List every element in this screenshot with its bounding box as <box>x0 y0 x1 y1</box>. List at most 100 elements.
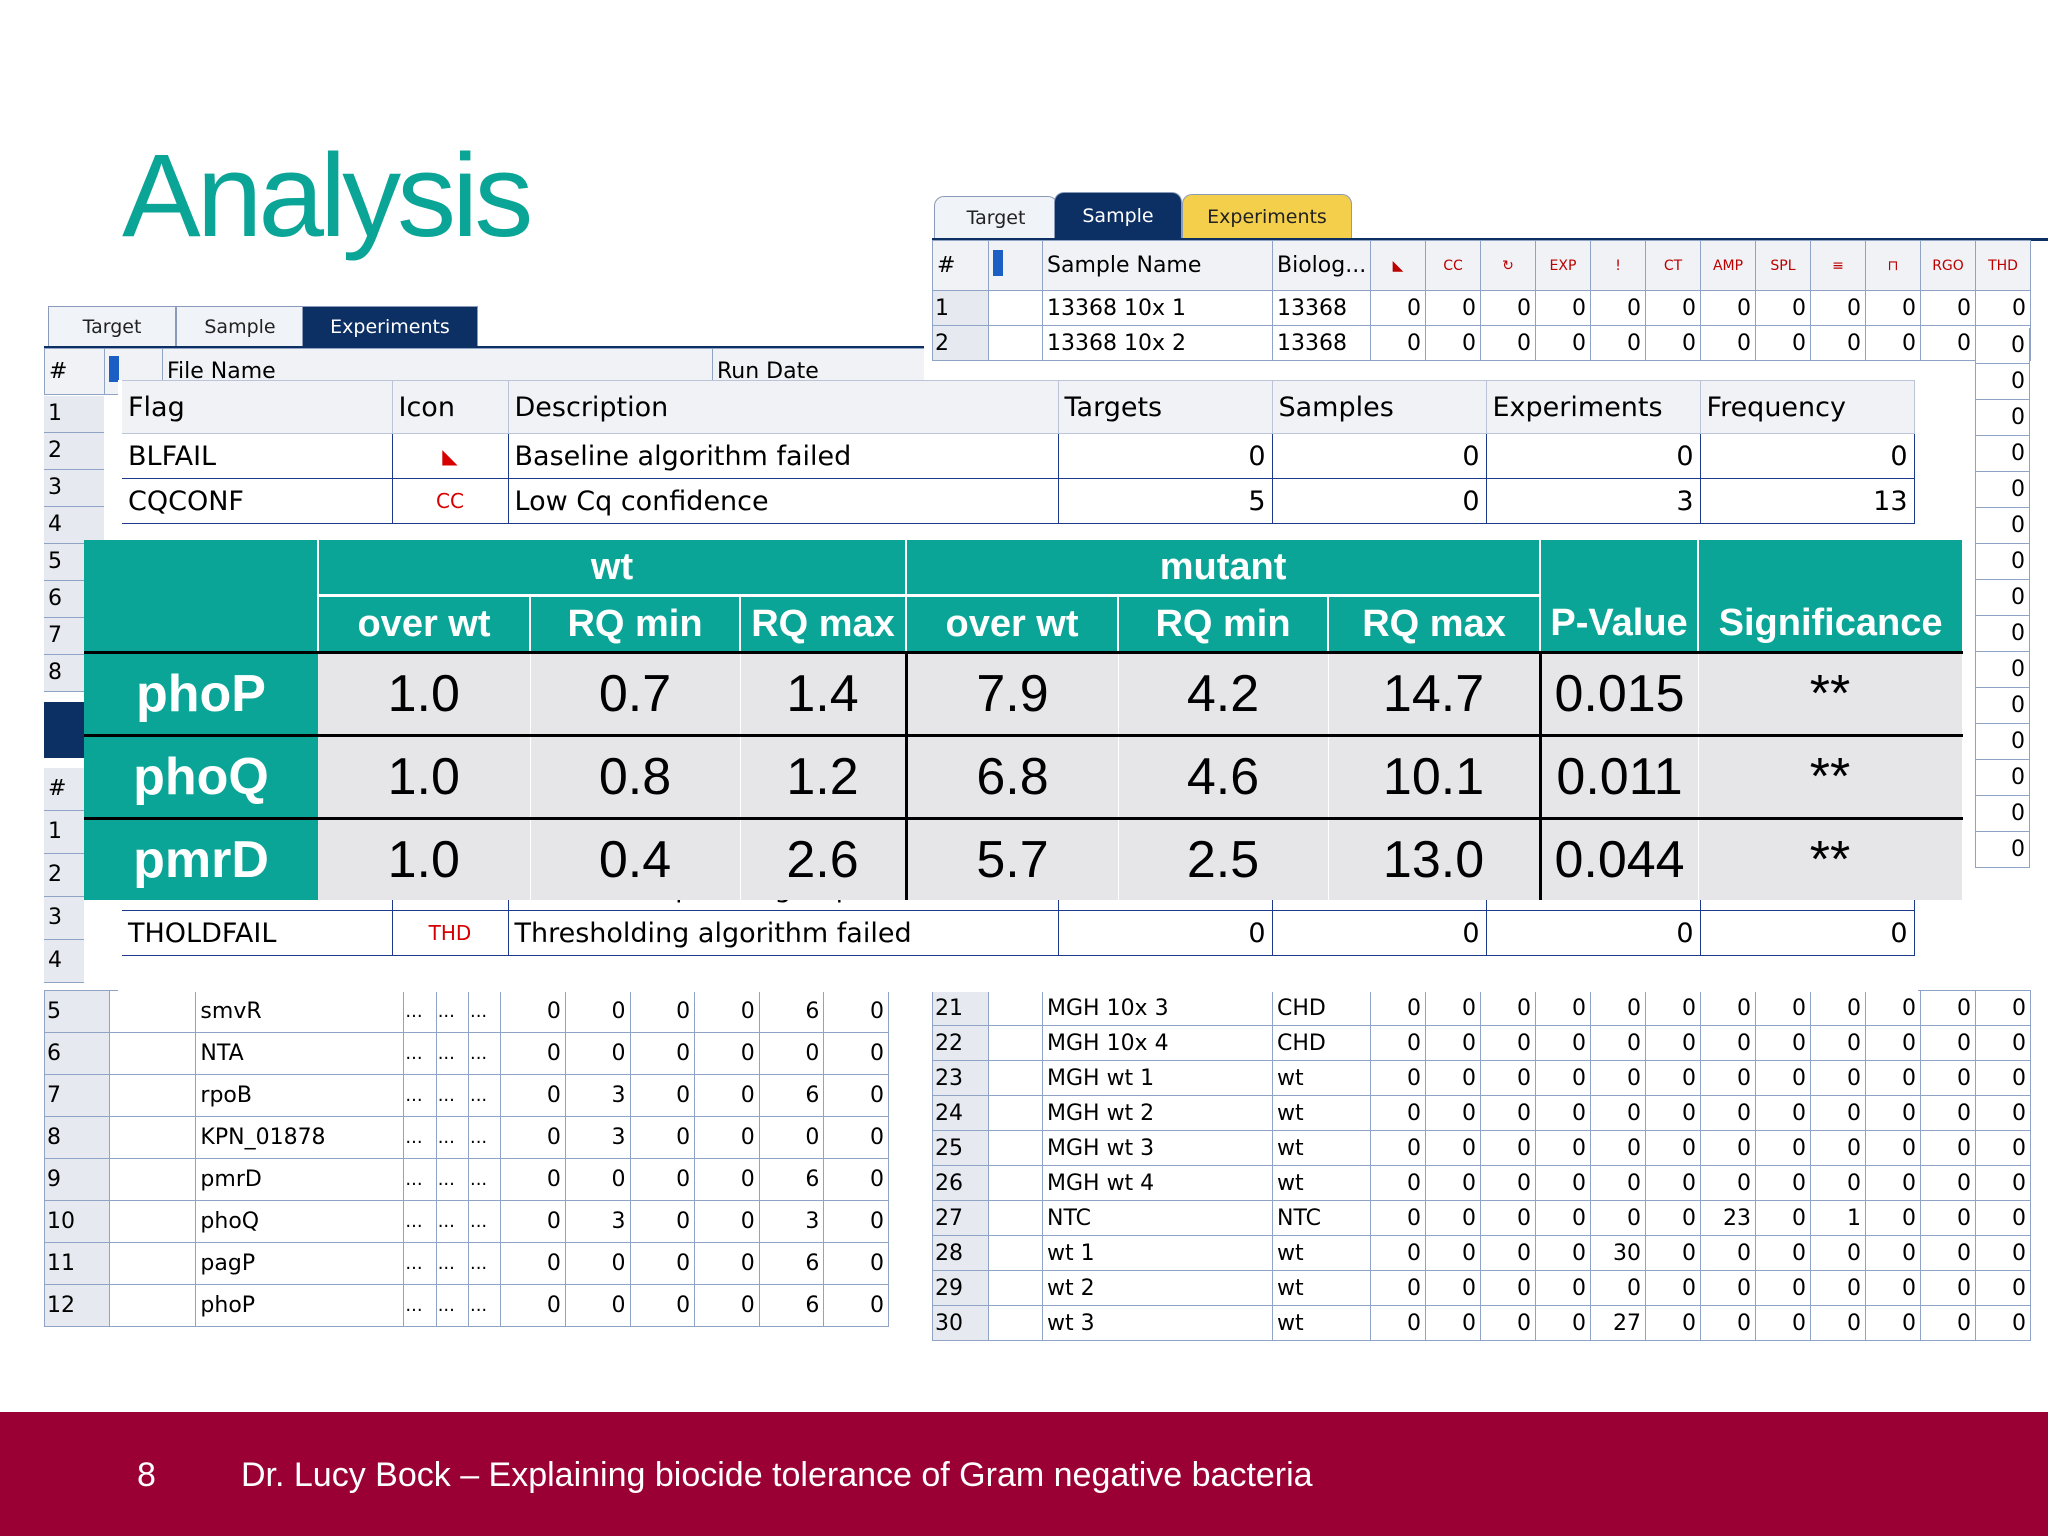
biological-group-cell[interactable]: 13368 <box>1272 325 1371 361</box>
flag-name-cell[interactable]: THOLDFAIL <box>122 910 393 956</box>
sample-name-cell[interactable]: MGH 10x 4 <box>1042 1025 1273 1061</box>
ellipsis-cell[interactable]: ... <box>467 1158 502 1201</box>
biological-group-cell[interactable]: 13368 <box>1272 290 1371 326</box>
sample-name-cell[interactable]: MGH wt 4 <box>1042 1165 1273 1201</box>
ellipsis-cell[interactable]: ... <box>403 1158 437 1201</box>
spl-flag-icon[interactable]: SPL <box>1755 240 1811 291</box>
description-header[interactable]: Description <box>508 380 1059 434</box>
row-number-header[interactable]: # <box>932 240 989 291</box>
tab-target[interactable]: Target <box>934 196 1058 238</box>
biological-group-cell[interactable]: wt <box>1272 1165 1371 1201</box>
cc-flag-icon[interactable]: CC <box>1425 240 1481 291</box>
flag-name-cell[interactable]: BLFAIL <box>122 433 393 479</box>
bookmark-cell[interactable] <box>988 1200 1043 1236</box>
amp-flag-icon[interactable]: AMP <box>1700 240 1756 291</box>
biological-group-header[interactable]: Biolog... <box>1272 240 1371 291</box>
table-row[interactable]: 22 MGH 10x 4 CHD 0 0 0 0 0 0 0 0 0 0 0 0 <box>932 1025 2031 1061</box>
table-row[interactable]: 6 NTA......... 0 0 0 0 0 0 <box>44 1032 889 1075</box>
biological-group-cell[interactable]: wt <box>1272 1095 1371 1131</box>
bookmark-cell[interactable] <box>108 990 197 1033</box>
sample-name-cell[interactable]: 13368 10x 2 <box>1042 325 1273 361</box>
ellipsis-cell[interactable]: ... <box>435 990 469 1033</box>
bookmark-cell[interactable] <box>108 1116 197 1159</box>
sample-name-cell[interactable]: MGH wt 3 <box>1042 1130 1273 1166</box>
ellipsis-cell[interactable]: ... <box>403 1242 437 1285</box>
biological-group-cell[interactable]: wt <box>1272 1270 1371 1306</box>
ellipsis-cell[interactable]: ... <box>435 1242 469 1285</box>
biological-group-cell[interactable]: CHD <box>1272 1025 1371 1061</box>
experiments-header[interactable]: Experiments <box>1486 380 1701 434</box>
tab-experiments[interactable]: Experiments <box>1182 194 1352 238</box>
ellipsis-cell[interactable]: ... <box>435 1074 469 1117</box>
table-row[interactable]: 9 pmrD......... 0 0 0 0 6 0 <box>44 1158 889 1201</box>
ellipsis-cell[interactable]: ... <box>435 1200 469 1243</box>
sample-name-cell[interactable]: MGH wt 1 <box>1042 1060 1273 1096</box>
biological-group-cell[interactable]: wt <box>1272 1130 1371 1166</box>
ellipsis-cell[interactable]: ... <box>403 1284 437 1327</box>
target-name-cell[interactable]: pagP <box>195 1242 405 1285</box>
signal-flag-icon[interactable]: ≡ <box>1810 240 1866 291</box>
biological-group-cell[interactable]: wt <box>1272 1235 1371 1271</box>
sample-name-cell[interactable]: wt 3 <box>1042 1305 1273 1341</box>
tab-sample[interactable]: Sample <box>1054 192 1182 238</box>
sample-name-cell[interactable]: MGH 10x 3 <box>1042 990 1273 1026</box>
ellipsis-cell[interactable]: ... <box>403 1116 437 1159</box>
table-row[interactable]: 30 wt 3 wt 0 0 0 0 27 0 0 0 0 0 0 0 <box>932 1305 2031 1341</box>
alert-flag-icon[interactable]: ! <box>1590 240 1646 291</box>
table-row[interactable]: 11 pagP......... 0 0 0 0 6 0 <box>44 1242 889 1285</box>
target-name-cell[interactable]: phoP <box>195 1284 405 1327</box>
ellipsis-cell[interactable]: ... <box>403 990 437 1033</box>
target-name-cell[interactable]: pmrD <box>195 1158 405 1201</box>
flag-row[interactable]: CQCONF CC Low Cq confidence 5 0 3 13 <box>122 478 1915 524</box>
bookmark-cell[interactable] <box>108 1242 197 1285</box>
bookmark-cell[interactable] <box>108 1074 197 1117</box>
rgo-flag-icon[interactable]: RGO <box>1920 240 1976 291</box>
biological-group-cell[interactable]: wt <box>1272 1305 1371 1341</box>
target-name-cell[interactable]: smvR <box>195 990 405 1033</box>
ct-flag-icon[interactable]: CT <box>1645 240 1701 291</box>
ellipsis-cell[interactable]: ... <box>435 1284 469 1327</box>
tab-experiments[interactable]: Experiments <box>302 306 478 346</box>
sample-name-cell[interactable]: MGH wt 2 <box>1042 1095 1273 1131</box>
row-number-header[interactable]: # <box>44 348 105 395</box>
flag-row[interactable]: BLFAIL ◣ Baseline algorithm failed 0 0 0 0 <box>122 433 1915 479</box>
ellipsis-cell[interactable]: ... <box>467 1200 502 1243</box>
thd-flag-icon[interactable]: THD <box>1975 240 2031 291</box>
table-row[interactable]: 1 13368 10x 1 13368 0 0 0 0 0 0 0 0 0 0 0 0 <box>932 290 2031 326</box>
biological-group-cell[interactable]: wt <box>1272 1060 1371 1096</box>
ellipsis-cell[interactable]: ... <box>435 1032 469 1075</box>
bookmark-cell[interactable] <box>988 1165 1043 1201</box>
bookmark-cell[interactable] <box>988 1095 1043 1131</box>
curve-flag-icon[interactable]: ↻ <box>1480 240 1536 291</box>
bookmark-cell[interactable] <box>988 990 1043 1026</box>
targets-header[interactable]: Targets <box>1058 380 1273 434</box>
biological-group-cell[interactable]: NTC <box>1272 1200 1371 1236</box>
target-name-cell[interactable]: phoQ <box>195 1200 405 1243</box>
ellipsis-cell[interactable]: ... <box>467 1284 502 1327</box>
target-name-cell[interactable]: rpoB <box>195 1074 405 1117</box>
table-row[interactable]: 12 phoP......... 0 0 0 0 6 0 <box>44 1284 889 1327</box>
table-row[interactable]: 29 wt 2 wt 0 0 0 0 0 0 0 0 0 0 0 0 <box>932 1270 2031 1306</box>
ellipsis-cell[interactable]: ... <box>467 1032 502 1075</box>
table-row[interactable]: 25 MGH wt 3 wt 0 0 0 0 0 0 0 0 0 0 0 0 <box>932 1130 2031 1166</box>
target-name-cell[interactable]: KPN_01878 <box>195 1116 405 1159</box>
bookmark-cell[interactable] <box>988 325 1043 361</box>
sample-name-header[interactable]: Sample Name <box>1042 240 1273 291</box>
bookmark-cell[interactable] <box>988 1305 1043 1341</box>
table-row[interactable]: 24 MGH wt 2 wt 0 0 0 0 0 0 0 0 0 0 0 0 <box>932 1095 2031 1131</box>
ellipsis-cell[interactable]: ... <box>403 1032 437 1075</box>
flag-name-cell[interactable]: CQCONF <box>122 478 393 524</box>
bookmark-cell[interactable] <box>988 290 1043 326</box>
ellipsis-cell[interactable]: ... <box>435 1158 469 1201</box>
baseline-flag-icon[interactable]: ◣ <box>1370 240 1426 291</box>
table-row[interactable]: 27 NTC NTC 0 0 0 0 0 0 23 0 1 0 0 0 <box>932 1200 2031 1236</box>
ellipsis-cell[interactable]: ... <box>467 1242 502 1285</box>
ellipsis-cell[interactable]: ... <box>403 1200 437 1243</box>
target-name-cell[interactable]: NTA <box>195 1032 405 1075</box>
bookmark-cell[interactable] <box>988 1235 1043 1271</box>
icon-header[interactable]: Icon <box>392 380 509 434</box>
bookmark-icon[interactable] <box>988 240 1043 291</box>
table-row[interactable]: 7 rpoB......... 0 3 0 0 6 0 <box>44 1074 889 1117</box>
frequency-header[interactable]: Frequency <box>1700 380 1915 434</box>
